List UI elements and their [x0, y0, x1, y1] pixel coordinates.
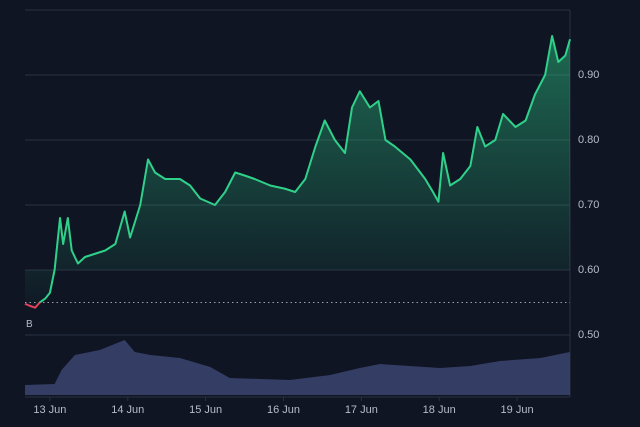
price-line — [24, 35, 571, 309]
y-tick-label: 0.80 — [578, 134, 599, 146]
x-tick-label: 19 Jun — [501, 404, 534, 416]
x-tick-label: 13 Jun — [33, 404, 66, 416]
y-tick-label: 0.50 — [578, 329, 599, 341]
y-tick-label: 0.60 — [578, 264, 599, 276]
x-tick-label: 15 Jun — [189, 404, 222, 416]
x-tick-label: 17 Jun — [345, 404, 378, 416]
y-tick-label: 0.90 — [578, 69, 599, 81]
x-tick-label: 18 Jun — [423, 404, 456, 416]
x-tick-label: 14 Jun — [111, 404, 144, 416]
volume-area — [25, 340, 570, 395]
price-area — [25, 36, 570, 308]
y-tick-label: 0.70 — [578, 199, 599, 211]
x-tick-label: 16 Jun — [267, 404, 300, 416]
baseline-label: B — [26, 319, 33, 330]
